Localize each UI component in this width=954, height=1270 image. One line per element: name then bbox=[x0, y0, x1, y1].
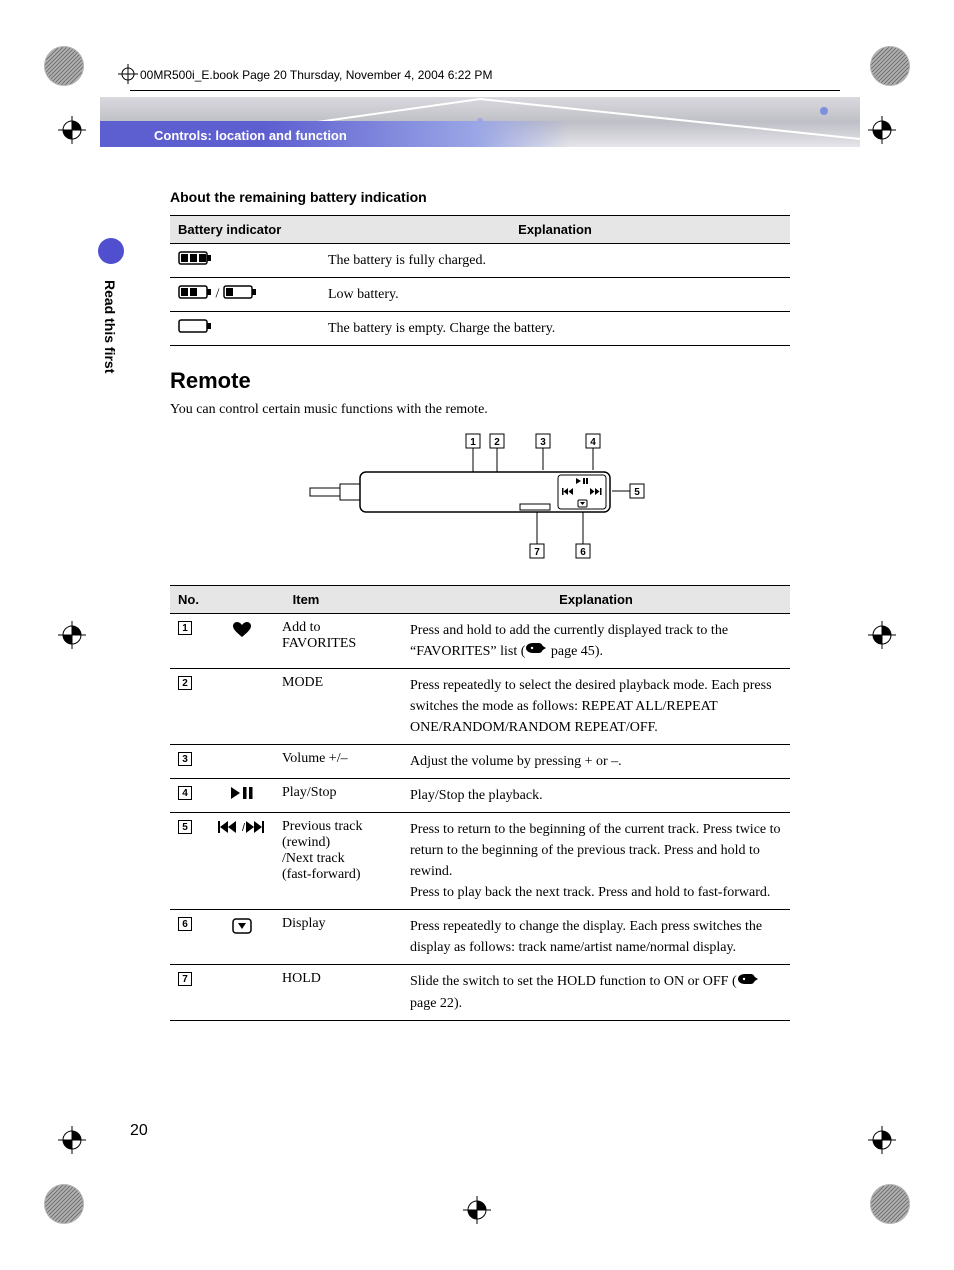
table-row: 7 HOLDSlide the switch to set the HOLD fu… bbox=[170, 965, 790, 1020]
remote-description: You can control certain music functions … bbox=[170, 402, 790, 418]
page-number: 20 bbox=[130, 1122, 148, 1140]
no-icon bbox=[210, 965, 274, 1020]
playpause-icon bbox=[210, 779, 274, 813]
svg-text:4: 4 bbox=[590, 437, 596, 448]
side-tab-label: Read this first bbox=[102, 280, 118, 373]
registration-mark-icon bbox=[868, 116, 896, 144]
page: 00MR500i_E.book Page 20 Thursday, Novemb… bbox=[0, 0, 954, 1270]
side-tab-marker-icon bbox=[98, 238, 124, 264]
crop-circle-icon bbox=[44, 46, 84, 86]
controls-header-no: No. bbox=[170, 586, 210, 614]
battery-empty-icon bbox=[178, 318, 212, 339]
control-no: 1 bbox=[170, 614, 210, 669]
control-explanation: Adjust the volume by pressing + or –. bbox=[402, 745, 790, 779]
control-item: HOLD bbox=[274, 965, 402, 1020]
page-header-breadcrumb: 00MR500i_E.book Page 20 Thursday, Novemb… bbox=[100, 60, 860, 90]
control-item: Previous track (rewind) /Next track (fas… bbox=[274, 813, 402, 910]
control-item: Volume +/– bbox=[274, 745, 402, 779]
controls-header-item: Item bbox=[210, 586, 402, 614]
registration-mark-icon bbox=[868, 1126, 896, 1154]
control-no: 7 bbox=[170, 965, 210, 1020]
svg-text:1: 1 bbox=[470, 437, 476, 448]
control-no: 4 bbox=[170, 779, 210, 813]
section-header-title: Controls: location and function bbox=[154, 128, 347, 143]
controls-table: No. Item Explanation 1Add to FAVORITESPr… bbox=[170, 585, 790, 1021]
battery-low-icon bbox=[178, 284, 212, 305]
control-no: 3 bbox=[170, 745, 210, 779]
crop-circle-icon bbox=[870, 46, 910, 86]
controls-header-explanation: Explanation bbox=[402, 586, 790, 614]
control-no: 6 bbox=[170, 910, 210, 965]
control-explanation: Press repeatedly to change the display. … bbox=[402, 910, 790, 965]
prevnext-icon: / bbox=[210, 813, 274, 910]
registration-cross-icon bbox=[463, 1196, 491, 1224]
no-icon bbox=[210, 745, 274, 779]
svg-text:6: 6 bbox=[580, 547, 586, 558]
crop-circle-icon bbox=[44, 1184, 84, 1224]
control-explanation: Play/Stop the playback. bbox=[402, 779, 790, 813]
side-tab: Read this first bbox=[98, 240, 126, 400]
registration-mark-icon bbox=[58, 116, 86, 144]
control-explanation: Slide the switch to set the HOLD functio… bbox=[402, 965, 790, 1020]
page-ref-hand-icon bbox=[525, 641, 547, 662]
battery-explanation: The battery is empty. Charge the battery… bbox=[320, 312, 790, 346]
svg-text:7: 7 bbox=[534, 547, 540, 558]
heart-icon bbox=[210, 614, 274, 669]
table-row: The battery is fully charged. bbox=[170, 244, 790, 278]
battery-header-explanation: Explanation bbox=[320, 216, 790, 244]
page-ref-hand-icon bbox=[737, 972, 759, 993]
table-row: 4 Play/StopPlay/Stop the playback. bbox=[170, 779, 790, 813]
table-row: 1 Add to FAVORITESPress and hold to add t… bbox=[170, 614, 790, 669]
battery-table: Battery indicator Explanation The batter… bbox=[170, 215, 790, 346]
display-icon bbox=[210, 910, 274, 965]
remote-heading: Remote bbox=[170, 368, 790, 394]
control-explanation: Press repeatedly to select the desired p… bbox=[402, 669, 790, 745]
table-row: 6 DisplayPress repeatedly to change the d… bbox=[170, 910, 790, 965]
crop-circle-icon bbox=[870, 1184, 910, 1224]
control-no: 5 bbox=[170, 813, 210, 910]
control-item: MODE bbox=[274, 669, 402, 745]
battery-section-title: About the remaining battery indication bbox=[170, 189, 790, 205]
registration-mark-icon bbox=[58, 1126, 86, 1154]
section-header-band: Controls: location and function bbox=[100, 97, 860, 147]
table-row: 3 Volume +/–Adjust the volume by pressing… bbox=[170, 745, 790, 779]
svg-text:/: / bbox=[242, 822, 246, 833]
control-explanation: Press and hold to add the currently disp… bbox=[402, 614, 790, 669]
registration-mark-icon bbox=[868, 621, 896, 649]
svg-text:2: 2 bbox=[494, 437, 500, 448]
remote-diagram: 1 2 3 4 5 6 7 bbox=[170, 432, 790, 567]
control-explanation: Press to return to the beginning of the … bbox=[402, 813, 790, 910]
control-item: Play/Stop bbox=[274, 779, 402, 813]
page-content: 00MR500i_E.book Page 20 Thursday, Novemb… bbox=[100, 60, 860, 1021]
battery-full-icon bbox=[178, 250, 212, 271]
table-row: The battery is empty. Charge the battery… bbox=[170, 312, 790, 346]
registration-mark-icon bbox=[58, 621, 86, 649]
no-icon bbox=[210, 669, 274, 745]
battery-one-bar-icon bbox=[223, 284, 257, 305]
battery-header-indicator: Battery indicator bbox=[170, 216, 320, 244]
svg-text:3: 3 bbox=[540, 437, 546, 448]
svg-text:5: 5 bbox=[634, 487, 640, 498]
battery-explanation: Low battery. bbox=[320, 278, 790, 312]
table-row: / Low battery. bbox=[170, 278, 790, 312]
battery-explanation: The battery is fully charged. bbox=[320, 244, 790, 278]
control-item: Display bbox=[274, 910, 402, 965]
table-row: 2 MODEPress repeatedly to select the desi… bbox=[170, 669, 790, 745]
control-no: 2 bbox=[170, 669, 210, 745]
table-row: 5 / Previous track (rewind) /Next track (f… bbox=[170, 813, 790, 910]
control-item: Add to FAVORITES bbox=[274, 614, 402, 669]
